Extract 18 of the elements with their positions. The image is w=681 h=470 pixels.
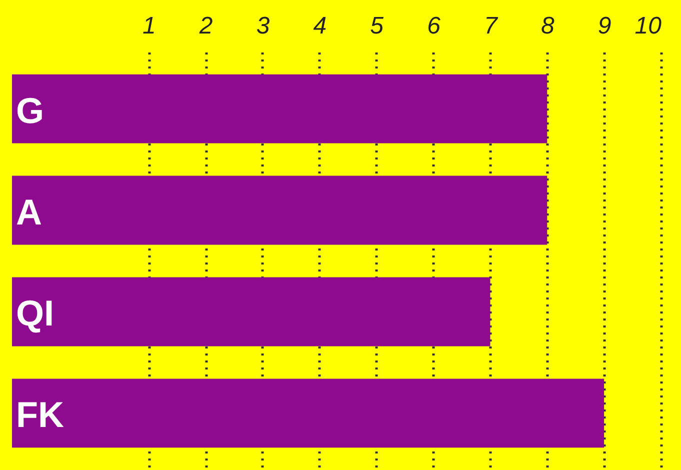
x-tick-label: 10 <box>634 12 662 40</box>
y-tick-label: A <box>16 191 42 232</box>
y-tick-label: QI <box>16 292 54 334</box>
bar <box>12 74 548 144</box>
x-tick-label: 1 <box>142 12 156 40</box>
x-tick-label: 5 <box>370 12 384 40</box>
x-tick-label: 9 <box>598 12 612 40</box>
y-tick-label: FK <box>16 394 64 436</box>
x-tick-label: 2 <box>198 12 213 40</box>
y-tick-label: G <box>16 90 44 131</box>
bar <box>12 378 604 448</box>
x-tick-label: 8 <box>540 12 555 40</box>
bar <box>12 277 490 346</box>
x-tick-label: 6 <box>427 12 442 40</box>
bar <box>12 176 548 245</box>
x-tick-label: 4 <box>313 12 327 40</box>
x-tick-label: 3 <box>256 12 270 40</box>
x-tick-label: 7 <box>484 12 500 40</box>
